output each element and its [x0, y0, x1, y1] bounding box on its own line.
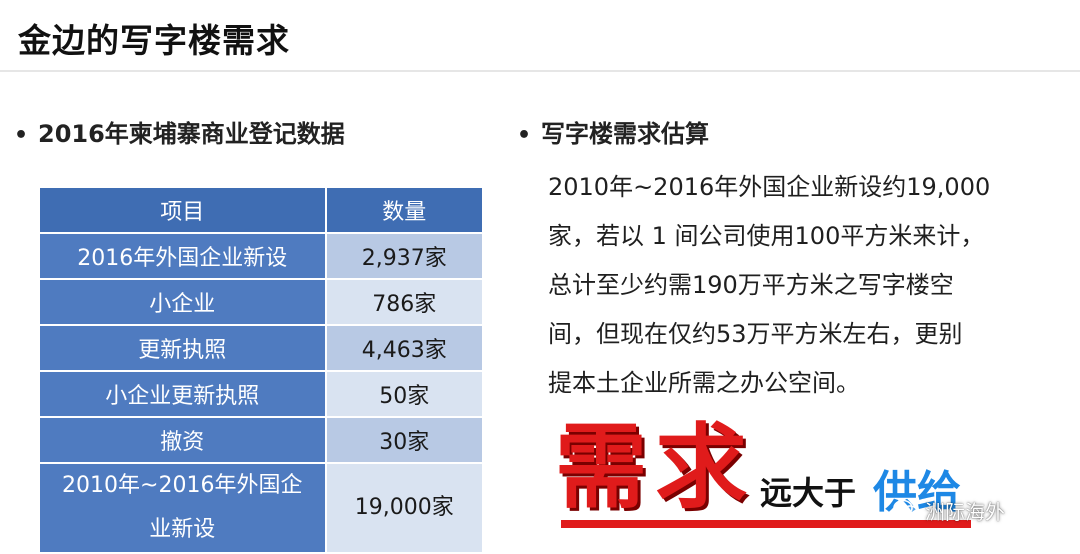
row-item: 小企业	[40, 280, 327, 326]
row-qty: 19,000家	[326, 464, 484, 554]
row-item: 2010年~2016年外国企 业新设	[40, 464, 327, 554]
row-item: 撤资	[40, 418, 327, 464]
table-row: 撤资 30家	[40, 418, 484, 464]
estimate-paragraph: 2010年~2016年外国企业新设约19,000 家，若以 1 间公司使用100…	[548, 163, 1053, 408]
left-heading-text: 2016年柬埔寨商业登记数据	[38, 120, 345, 148]
registration-data-table: 项目 数量 2016年外国企业新设 2,937家 小企业 786家 更新执照 4…	[40, 188, 484, 554]
slogan-underline	[561, 520, 971, 528]
bullet-icon: •	[14, 123, 29, 148]
slogan-middle-text: 远大于	[760, 474, 857, 512]
row-qty: 30家	[326, 418, 484, 464]
table-row: 2016年外国企业新设 2,937家	[40, 234, 484, 280]
header-qty: 数量	[326, 188, 484, 234]
watermark-text: 洲际海外	[925, 499, 1005, 524]
bullet-icon: •	[517, 123, 532, 148]
paragraph-line: 2010年~2016年外国企业新设约19,000	[548, 173, 991, 201]
table-row: 小企业 786家	[40, 280, 484, 326]
row-qty: 4,463家	[326, 326, 484, 372]
wechat-icon	[893, 499, 919, 519]
row-qty: 2,937家	[326, 234, 484, 280]
table-row: 2010年~2016年外国企 业新设 19,000家	[40, 464, 484, 554]
row-item-line2: 业新设	[149, 517, 216, 542]
row-item-line1: 2010年~2016年外国企	[62, 473, 303, 498]
paragraph-line: 提本土企业所需之办公空间。	[548, 369, 860, 397]
row-item: 小企业更新执照	[40, 372, 327, 418]
slide-title: 金边的写字楼需求	[18, 21, 290, 60]
table-header-row: 项目 数量	[40, 188, 484, 234]
right-bullet-heading: • 写字楼需求估算	[517, 114, 709, 149]
title-divider	[0, 70, 1080, 72]
header-item: 项目	[40, 188, 327, 234]
slogan-demand-char1: 需	[555, 414, 648, 521]
demand-slogan: 需 求 远大于 供给	[555, 418, 995, 538]
right-heading-text: 写字楼需求估算	[541, 120, 709, 148]
row-qty: 786家	[326, 280, 484, 326]
paragraph-line: 间，但现在仅约53万平方米左右，更别	[548, 320, 963, 348]
paragraph-line: 总计至少约需190万平方米之写字楼空	[548, 271, 954, 299]
table-row: 更新执照 4,463家	[40, 326, 484, 372]
row-item: 2016年外国企业新设	[40, 234, 327, 280]
row-qty: 50家	[326, 372, 484, 418]
watermark: 洲际海外	[893, 497, 1005, 524]
left-bullet-heading: • 2016年柬埔寨商业登记数据	[14, 114, 345, 149]
paragraph-line: 家，若以 1 间公司使用100平方米来计，	[548, 222, 985, 250]
row-item: 更新执照	[40, 326, 327, 372]
slogan-demand-char2: 求	[655, 414, 748, 521]
table-row: 小企业更新执照 50家	[40, 372, 484, 418]
